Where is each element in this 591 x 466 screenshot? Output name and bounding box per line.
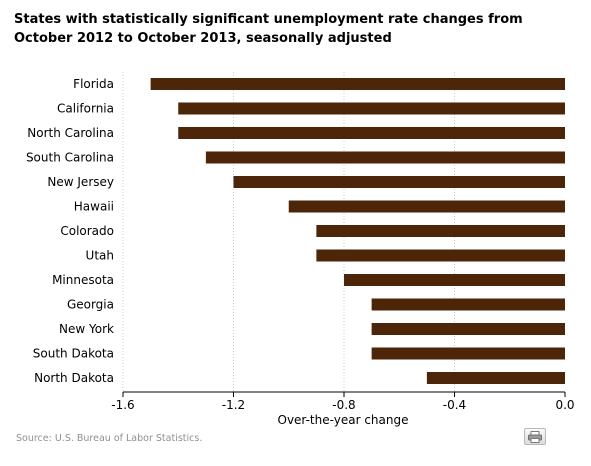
source-note: Source: U.S. Bureau of Labor Statistics. bbox=[16, 433, 203, 444]
category-label: Utah bbox=[86, 249, 114, 263]
x-tick-label: -0.8 bbox=[332, 398, 355, 412]
bar-south-carolina[interactable] bbox=[205, 151, 565, 164]
category-label: California bbox=[57, 102, 114, 116]
printer-icon bbox=[528, 431, 542, 443]
bar-north-carolina[interactable] bbox=[178, 127, 565, 139]
bar-new-jersey[interactable] bbox=[233, 176, 566, 188]
print-button[interactable] bbox=[524, 428, 546, 445]
category-label: Hawaii bbox=[74, 200, 114, 214]
bars bbox=[150, 78, 566, 384]
x-tick-label: -1.6 bbox=[111, 398, 134, 412]
category-label: South Dakota bbox=[33, 347, 114, 361]
bar-south-dakota[interactable] bbox=[371, 347, 565, 360]
category-label: South Carolina bbox=[26, 151, 114, 165]
bar-florida[interactable] bbox=[150, 78, 565, 90]
category-label: Minnesota bbox=[52, 273, 114, 287]
category-label: North Carolina bbox=[27, 126, 114, 140]
bar-north-dakota[interactable] bbox=[426, 372, 565, 384]
bar-california[interactable] bbox=[178, 102, 565, 115]
category-label: Georgia bbox=[67, 298, 114, 312]
category-label: Colorado bbox=[60, 224, 114, 238]
x-tick-label: -0.4 bbox=[443, 398, 466, 412]
x-tick-label: 0.0 bbox=[555, 398, 574, 412]
bar-colorado[interactable] bbox=[316, 225, 565, 237]
x-tick-label: -1.2 bbox=[222, 398, 245, 412]
category-labels: Florida California North Carolina South Car… bbox=[26, 77, 114, 385]
x-ticks: -1.6 -1.2 -0.8 -0.4 0.0 bbox=[111, 392, 575, 412]
category-label: New Jersey bbox=[47, 175, 114, 189]
bar-minnesota[interactable] bbox=[344, 274, 565, 286]
bar-utah[interactable] bbox=[316, 249, 565, 262]
category-label: North Dakota bbox=[34, 371, 114, 385]
bar-hawaii[interactable] bbox=[288, 200, 565, 213]
category-label: Florida bbox=[73, 77, 114, 91]
chart-title: States with statistically significant un… bbox=[14, 12, 523, 46]
bar-georgia[interactable] bbox=[371, 298, 565, 311]
bar-new-york[interactable] bbox=[371, 323, 565, 335]
x-axis-label: Over-the-year change bbox=[278, 413, 409, 427]
category-label: New York bbox=[59, 322, 114, 336]
